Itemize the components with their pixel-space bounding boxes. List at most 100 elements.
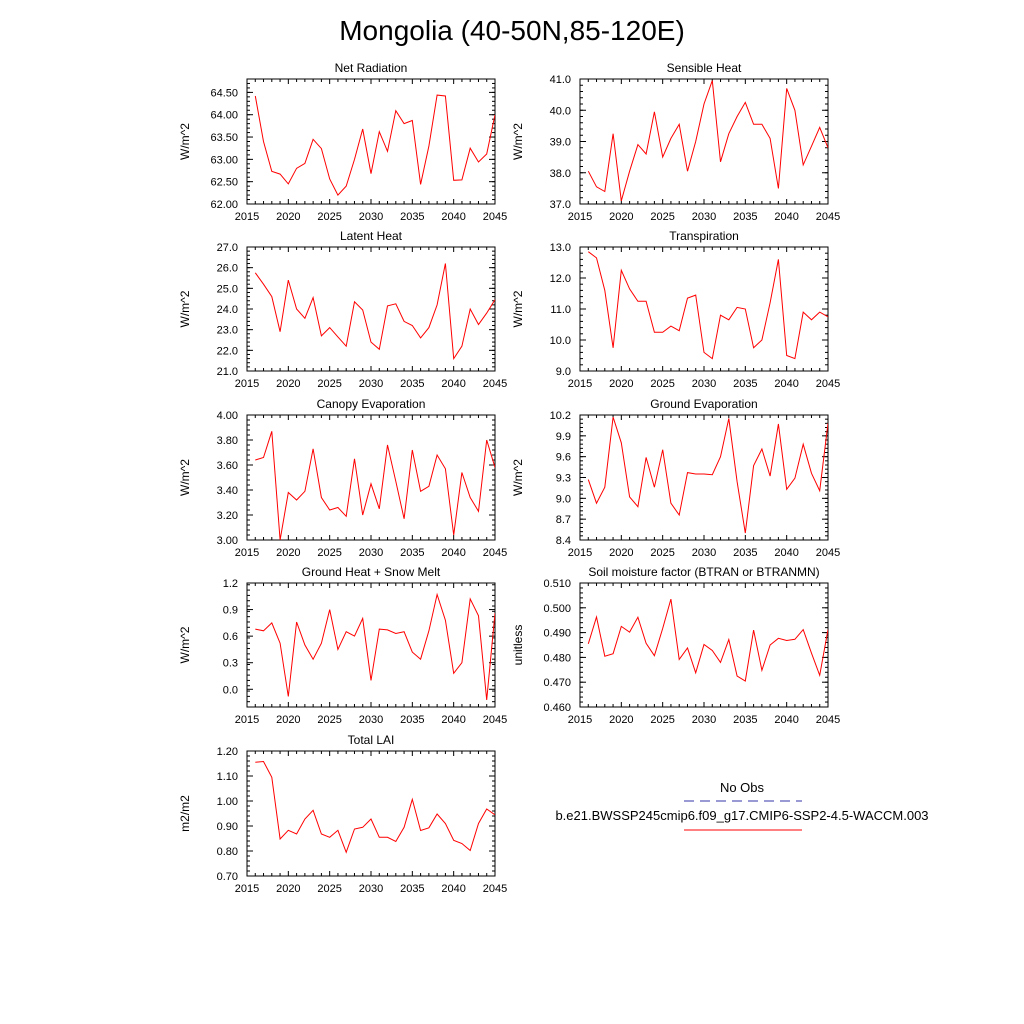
panel-title: Sensible Heat bbox=[667, 61, 742, 75]
series-line bbox=[587, 251, 828, 360]
x-tick-label: 2020 bbox=[276, 378, 300, 390]
x-tick-label: 2030 bbox=[359, 547, 383, 559]
x-tick-label: 2035 bbox=[733, 378, 757, 390]
y-tick-label: 8.7 bbox=[556, 514, 571, 526]
x-tick-label: 2020 bbox=[609, 378, 633, 390]
y-tick-label: 41.0 bbox=[550, 74, 571, 86]
x-tick-label: 2025 bbox=[317, 883, 341, 895]
y-axis-label: W/m^2 bbox=[178, 459, 192, 496]
y-tick-label: 63.00 bbox=[210, 154, 238, 166]
y-tick-label: 3.80 bbox=[217, 435, 238, 447]
x-tick-label: 2045 bbox=[483, 547, 507, 559]
y-tick-label: 26.0 bbox=[217, 263, 238, 275]
y-tick-label: 37.0 bbox=[550, 199, 571, 211]
y-tick-label: 4.00 bbox=[217, 410, 238, 422]
x-tick-label: 2040 bbox=[774, 378, 798, 390]
x-tick-label: 2020 bbox=[276, 883, 300, 895]
chart-panel: Net Radiation 2015 2020 2025 2030 2035 2040 204… bbox=[178, 61, 507, 223]
chart-panel: Canopy Evaporation 2015 2020 2025 2030 2035 20… bbox=[178, 397, 507, 559]
y-tick-label: 0.80 bbox=[217, 846, 238, 858]
y-tick-label: 0.3 bbox=[223, 658, 238, 670]
y-tick-label: 1.2 bbox=[223, 578, 238, 590]
panel-title: Total LAI bbox=[348, 733, 395, 747]
y-tick-label: 0.6 bbox=[223, 631, 238, 643]
y-axis-label: m2/m2 bbox=[178, 795, 192, 832]
x-tick-label: 2030 bbox=[692, 714, 716, 726]
x-tick-label: 2040 bbox=[774, 714, 798, 726]
y-tick-label: 1.20 bbox=[217, 746, 238, 758]
x-tick-label: 2025 bbox=[317, 378, 341, 390]
chart-panels: Net Radiation 2015 2020 2025 2030 2035 2040 204… bbox=[178, 61, 840, 895]
x-tick-label: 2020 bbox=[276, 211, 300, 223]
x-tick-label: 2015 bbox=[235, 211, 259, 223]
y-tick-label: 24.0 bbox=[217, 304, 238, 316]
panel-title: Net Radiation bbox=[335, 61, 408, 75]
x-tick-label: 2035 bbox=[400, 211, 424, 223]
series-line bbox=[254, 94, 495, 196]
x-tick-label: 2015 bbox=[568, 547, 592, 559]
y-tick-label: 9.9 bbox=[556, 431, 571, 443]
x-tick-label: 2045 bbox=[816, 714, 840, 726]
x-tick-label: 2035 bbox=[400, 883, 424, 895]
y-axis-label: W/m^2 bbox=[178, 123, 192, 160]
y-tick-label: 13.0 bbox=[550, 242, 571, 254]
x-tick-label: 2015 bbox=[568, 211, 592, 223]
x-tick-label: 2035 bbox=[400, 547, 424, 559]
x-tick-label: 2025 bbox=[317, 211, 341, 223]
y-axis-label: W/m^2 bbox=[178, 290, 192, 327]
x-tick-label: 2030 bbox=[359, 714, 383, 726]
x-tick-label: 2040 bbox=[441, 547, 465, 559]
x-tick-label: 2040 bbox=[774, 547, 798, 559]
chart-panel: Ground Heat + Snow Melt 2015 2020 2025 2030 2… bbox=[178, 565, 507, 726]
x-tick-label: 2035 bbox=[400, 378, 424, 390]
y-tick-label: 12.0 bbox=[550, 273, 571, 285]
y-tick-label: 9.0 bbox=[556, 366, 571, 378]
y-tick-label: 0.500 bbox=[543, 603, 571, 615]
series-line bbox=[255, 760, 495, 854]
x-tick-label: 2020 bbox=[276, 714, 300, 726]
x-tick-label: 2015 bbox=[235, 714, 259, 726]
x-tick-label: 2045 bbox=[816, 547, 840, 559]
y-tick-label: 0.70 bbox=[217, 871, 238, 883]
y-tick-label: 62.00 bbox=[210, 199, 238, 211]
y-tick-label: 25.0 bbox=[217, 283, 238, 295]
y-tick-label: 0.460 bbox=[543, 702, 571, 714]
x-tick-label: 2040 bbox=[441, 378, 465, 390]
x-tick-label: 2015 bbox=[568, 378, 592, 390]
series-line bbox=[255, 592, 495, 700]
x-tick-label: 2015 bbox=[235, 378, 259, 390]
figure-title: Mongolia (40-50N,85-120E) bbox=[339, 15, 685, 46]
series-line bbox=[255, 431, 495, 540]
y-tick-label: 0.470 bbox=[543, 677, 571, 689]
x-tick-label: 2040 bbox=[441, 211, 465, 223]
legend: No Obs b.e21.BWSSP245cmip6.f09_g17.CMIP6… bbox=[555, 780, 929, 831]
y-tick-label: 3.20 bbox=[217, 510, 238, 522]
panel-title: Canopy Evaporation bbox=[317, 397, 426, 411]
x-tick-label: 2030 bbox=[692, 547, 716, 559]
x-tick-label: 2020 bbox=[609, 211, 633, 223]
y-tick-label: 0.90 bbox=[217, 821, 238, 833]
y-tick-label: 27.0 bbox=[217, 242, 238, 254]
x-tick-label: 2035 bbox=[400, 714, 424, 726]
x-tick-label: 2045 bbox=[483, 378, 507, 390]
y-tick-label: 21.0 bbox=[217, 366, 238, 378]
series-line bbox=[587, 598, 828, 682]
x-tick-label: 2030 bbox=[692, 211, 716, 223]
panel-title: Soil moisture factor (BTRAN or BTRANMN) bbox=[588, 565, 819, 579]
y-tick-label: 40.0 bbox=[550, 105, 571, 117]
x-tick-label: 2045 bbox=[483, 211, 507, 223]
x-tick-label: 2045 bbox=[483, 883, 507, 895]
x-tick-label: 2015 bbox=[568, 714, 592, 726]
chart-panel: Ground Evaporation 2015 2020 2025 2030 2035 20… bbox=[511, 397, 840, 559]
y-axis-label: W/m^2 bbox=[511, 290, 525, 327]
y-tick-label: 3.40 bbox=[217, 485, 238, 497]
chart-panel: Total LAI 2015 2020 2025 2030 2035 2040 2045 0.7… bbox=[178, 733, 507, 895]
y-tick-label: 0.0 bbox=[223, 684, 238, 696]
y-axis-label: W/m^2 bbox=[511, 459, 525, 496]
y-axis-label: W/m^2 bbox=[178, 626, 192, 663]
y-tick-label: 3.60 bbox=[217, 460, 238, 472]
y-tick-label: 23.0 bbox=[217, 325, 238, 337]
x-tick-label: 2020 bbox=[609, 714, 633, 726]
y-axis-label: W/m^2 bbox=[511, 123, 525, 160]
y-tick-label: 9.6 bbox=[556, 452, 571, 464]
